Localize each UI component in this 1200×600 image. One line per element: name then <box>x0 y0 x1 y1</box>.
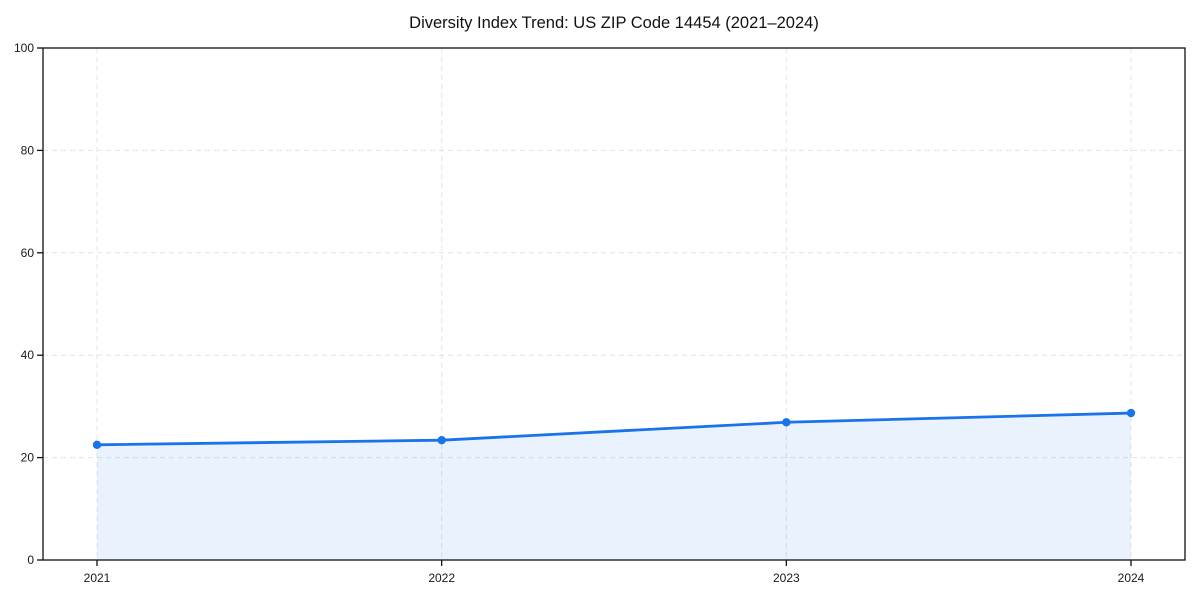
x-tick-label: 2022 <box>428 571 455 585</box>
data-point <box>92 440 102 449</box>
y-tick-label: 80 <box>21 143 35 157</box>
trend-line <box>95 411 1133 447</box>
area-fill <box>97 413 1131 560</box>
y-tick-label: 100 <box>14 41 34 55</box>
y-tick-label: 40 <box>21 348 35 362</box>
chart-title: Diversity Index Trend: US ZIP Code 14454… <box>409 14 819 32</box>
y-tick-label: 60 <box>21 246 35 260</box>
x-tick-label: 2024 <box>1118 571 1145 585</box>
data-point <box>437 435 446 445</box>
x-tick-label: 2023 <box>773 571 800 585</box>
x-tick-label: 2021 <box>84 571 111 585</box>
data-point <box>1126 408 1136 418</box>
axes: 0 20 40 60 80 100 2021 2022 2023 2024 <box>14 41 1186 585</box>
y-tick-label: 0 <box>27 553 34 567</box>
data-series <box>92 408 1136 560</box>
data-point <box>782 418 791 427</box>
y-tick-label: 20 <box>21 451 35 465</box>
plot-border <box>42 47 1186 561</box>
